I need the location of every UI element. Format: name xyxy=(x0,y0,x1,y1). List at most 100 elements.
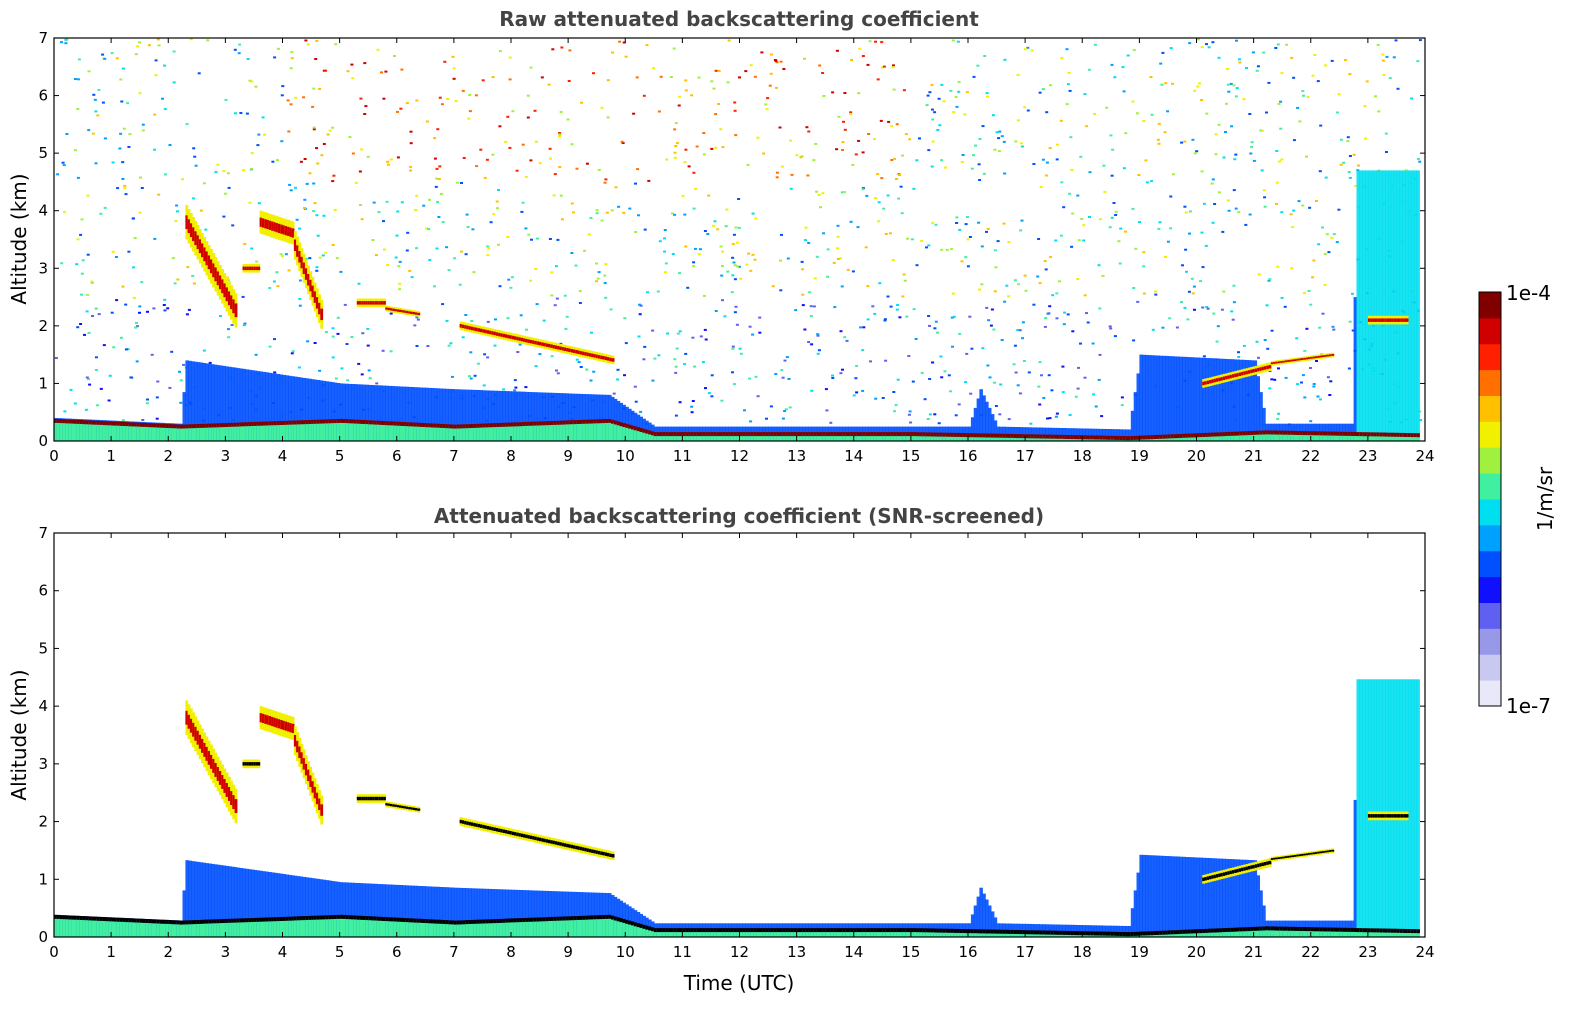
surface-band xyxy=(979,931,983,937)
boundary-layer-mark xyxy=(908,432,912,437)
surface-band xyxy=(1176,436,1180,441)
noise-pixel xyxy=(385,200,389,203)
noise-pixel xyxy=(994,266,998,269)
noise-pixel xyxy=(470,320,474,322)
noise-pixel xyxy=(1265,111,1268,114)
aerosol-column xyxy=(511,391,515,441)
aerosol-column xyxy=(988,905,992,937)
surface-band xyxy=(74,917,78,937)
noise-pixel xyxy=(396,156,400,159)
noise-pixel xyxy=(1193,152,1197,155)
boundary-layer-mark xyxy=(1370,432,1375,437)
surface-band xyxy=(582,917,586,937)
boundary-layer-mark xyxy=(988,929,992,934)
aerosol-column xyxy=(982,395,986,441)
aerosol-column xyxy=(1219,358,1223,441)
noise-pixel xyxy=(817,193,821,196)
surface-band xyxy=(588,917,592,937)
boundary-layer-mark xyxy=(825,432,829,437)
surface-band xyxy=(205,921,209,937)
surface-band xyxy=(702,434,706,441)
surface-band xyxy=(145,921,149,937)
noise-pixel xyxy=(1142,251,1146,254)
noise-pixel xyxy=(524,386,528,389)
aerosol-column xyxy=(502,889,506,937)
boundary-layer-mark xyxy=(425,423,429,428)
cloud-core-cell xyxy=(509,335,513,339)
boundary-layer-mark xyxy=(1070,931,1075,936)
noise-pixel xyxy=(815,190,819,193)
boundary-layer-mark xyxy=(1247,927,1252,932)
noise-pixel xyxy=(1024,289,1028,292)
noise-pixel xyxy=(813,277,817,280)
boundary-layer-mark xyxy=(916,928,921,933)
surface-band xyxy=(810,434,815,441)
noise-pixel xyxy=(152,307,156,310)
surface-band xyxy=(465,426,469,441)
surface-band xyxy=(928,434,932,441)
boundary-layer-mark xyxy=(613,916,618,921)
surface-band xyxy=(451,426,455,441)
noise-pixel xyxy=(120,100,124,103)
surface-band xyxy=(636,925,641,937)
surface-band xyxy=(685,930,689,937)
surface-band xyxy=(148,425,152,441)
surface-band xyxy=(982,931,986,937)
noise-pixel xyxy=(467,375,471,378)
boundary-layer-mark xyxy=(171,920,175,925)
aerosol-column xyxy=(565,393,569,441)
aerosol-column xyxy=(491,390,495,441)
aerosol-column xyxy=(1096,428,1100,441)
noise-pixel xyxy=(1074,395,1078,398)
aerosol-column xyxy=(1227,359,1232,441)
boundary-layer-mark xyxy=(1013,930,1018,934)
boundary-layer-mark xyxy=(548,421,552,426)
noise-pixel xyxy=(534,140,538,143)
surface-band xyxy=(262,919,266,937)
noise-pixel xyxy=(552,194,556,197)
noise-pixel xyxy=(506,236,510,238)
noise-pixel xyxy=(850,59,854,61)
cloud-core-cell xyxy=(1317,356,1321,358)
surface-band xyxy=(696,930,701,937)
boundary-layer-mark xyxy=(436,919,441,924)
noise-pixel xyxy=(1377,110,1381,113)
aerosol-column xyxy=(359,384,364,441)
noise-pixel xyxy=(375,382,379,385)
boundary-layer-mark xyxy=(1039,434,1043,439)
noise-pixel xyxy=(1003,172,1007,175)
noise-pixel xyxy=(803,239,807,242)
noise-pixel xyxy=(989,324,993,327)
aerosol-column xyxy=(353,384,358,441)
surface-band xyxy=(208,921,212,937)
surface-band xyxy=(816,930,821,937)
noise-pixel xyxy=(803,57,807,60)
surface-band xyxy=(990,435,995,441)
noise-pixel xyxy=(126,102,130,105)
noise-pixel xyxy=(1291,226,1295,229)
noise-pixel xyxy=(192,147,196,150)
noise-pixel xyxy=(76,78,80,81)
boundary-layer-mark xyxy=(213,919,218,924)
aerosol-column xyxy=(1070,428,1075,441)
aerosol-column xyxy=(1036,427,1041,441)
noise-pixel xyxy=(1332,328,1336,331)
surface-band xyxy=(805,434,809,441)
aerosol-column xyxy=(1073,428,1078,441)
cloud-core-cell xyxy=(607,357,610,361)
boundary-layer-mark xyxy=(742,928,746,933)
boundary-layer-mark xyxy=(336,419,341,423)
aerosol-column xyxy=(311,379,315,441)
noise-pixel xyxy=(712,87,716,90)
surface-band xyxy=(639,430,643,441)
noise-pixel xyxy=(855,364,859,367)
surface-band xyxy=(182,922,186,937)
surface-band xyxy=(1050,932,1055,937)
aerosol-column xyxy=(1105,925,1109,937)
noise-pixel xyxy=(243,322,247,325)
noise-pixel xyxy=(570,143,574,146)
noise-pixel xyxy=(775,171,779,174)
noise-pixel xyxy=(990,308,994,311)
panel-screened-data xyxy=(54,679,1420,937)
noise-pixel xyxy=(652,67,656,70)
